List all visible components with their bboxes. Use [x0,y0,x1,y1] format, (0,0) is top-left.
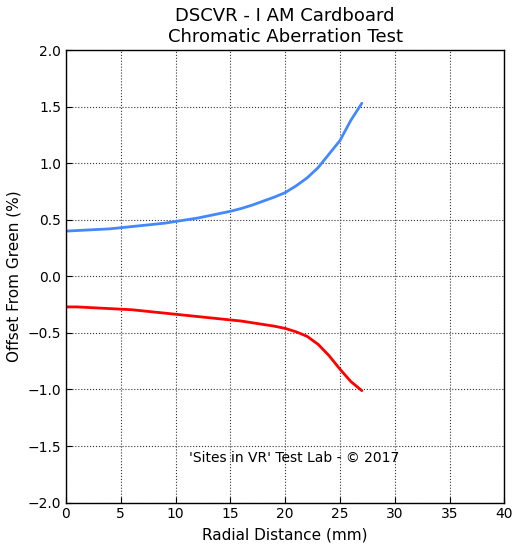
Y-axis label: Offset From Green (%): Offset From Green (%) [7,191,22,362]
X-axis label: Radial Distance (mm): Radial Distance (mm) [202,527,368,542]
Title: DSCVR - I AM Cardboard
Chromatic Aberration Test: DSCVR - I AM Cardboard Chromatic Aberrat… [167,7,402,46]
Text: 'Sites in VR' Test Lab - © 2017: 'Sites in VR' Test Lab - © 2017 [189,450,399,464]
